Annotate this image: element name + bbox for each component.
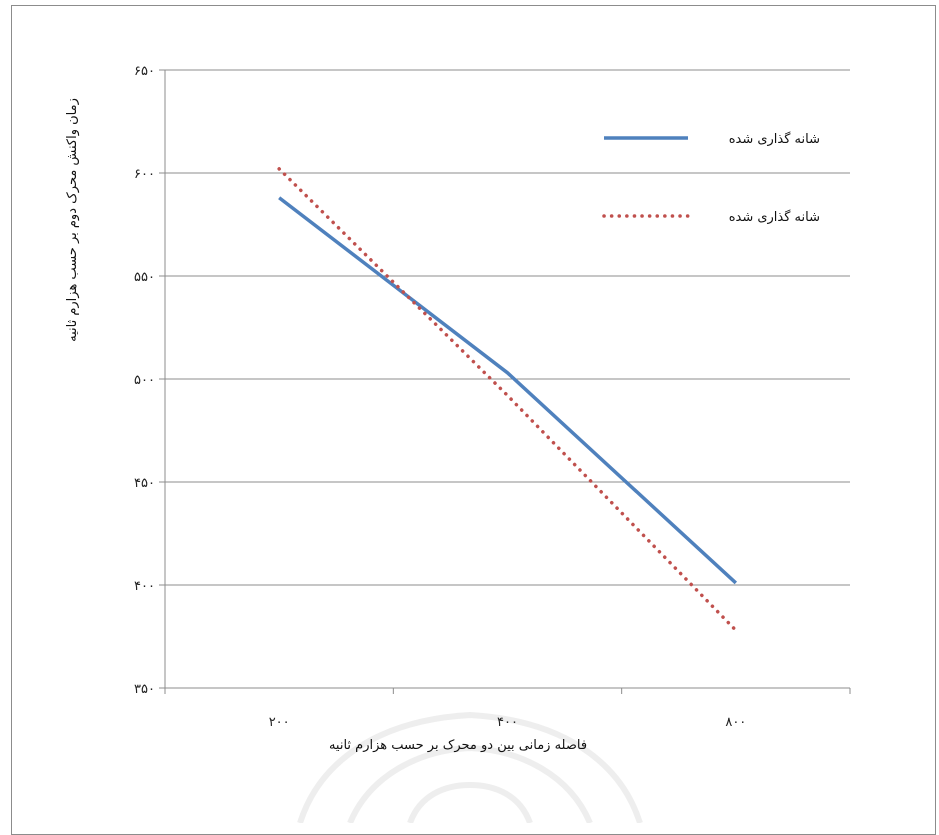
y-tick-label: ۴۵۰ [134,476,155,491]
legend-label: شانه گذاری شده [729,209,820,225]
y-tick-label: ۵۰۰ [134,373,155,388]
x-tick-label: ۴۰۰ [497,715,518,730]
y-axis-label: زمان واکنش محرک دوم بر حسب هزارم ثانیه [65,98,80,342]
watermark [300,715,640,823]
y-tick-label: ۴۰۰ [134,579,155,594]
y-tick-label: ۳۵۰ [134,682,155,697]
y-tick-label: ۵۵۰ [134,270,155,285]
solid-series-line [279,198,736,583]
y-tick-label: ۶۰۰ [134,167,155,182]
x-tick-label: ۸۰۰ [725,715,746,730]
x-tick-label: ۲۰۰ [269,715,290,730]
dotted-series-line [279,169,736,630]
legend-label: شانه گذاری شده [729,131,820,147]
y-tick-label: ۶۵۰ [134,64,155,79]
x-axis-label: فاصله زمانی بین دو محرک بر حسب هزارم ثان… [329,738,587,753]
